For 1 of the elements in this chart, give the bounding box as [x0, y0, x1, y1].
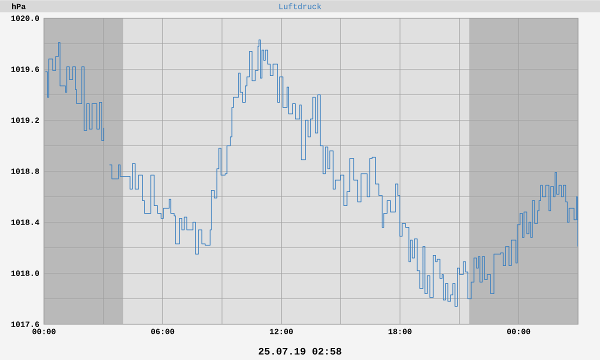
text: 25.07.19 02:58 [258, 348, 342, 355]
